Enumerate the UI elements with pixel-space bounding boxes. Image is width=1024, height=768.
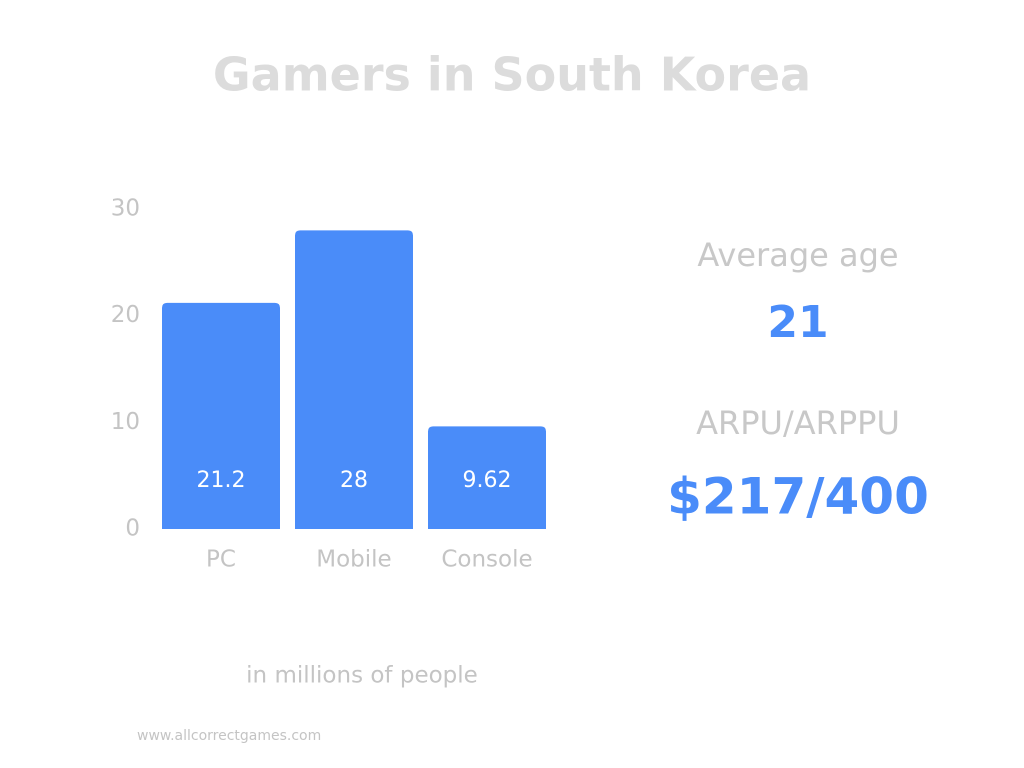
- value-label: 9.62: [463, 468, 512, 493]
- stat-label: Average age: [697, 236, 898, 274]
- stat-value: $217/400: [667, 468, 929, 526]
- x-tick-label: PC: [206, 547, 236, 573]
- stat-label: ARPU/ARPPU: [696, 404, 900, 442]
- caption: in millions of people: [246, 663, 478, 689]
- y-tick-label: 20: [111, 302, 140, 328]
- y-tick-label: 10: [111, 409, 140, 435]
- footer: www.allcorrectgames.com: [137, 728, 321, 744]
- y-tick-label: 0: [125, 516, 140, 542]
- bar: [295, 230, 413, 530]
- value-label: 28: [340, 468, 368, 493]
- x-tick-label: Mobile: [316, 547, 391, 573]
- stat-value: 21: [767, 297, 828, 348]
- bar: [428, 426, 546, 529]
- y-tick-label: 30: [111, 196, 140, 222]
- value-label: 21.2: [197, 468, 246, 493]
- x-tick-label: Console: [441, 547, 532, 573]
- bar: [162, 302, 280, 529]
- chart-title: Gamers in South Korea: [213, 48, 811, 102]
